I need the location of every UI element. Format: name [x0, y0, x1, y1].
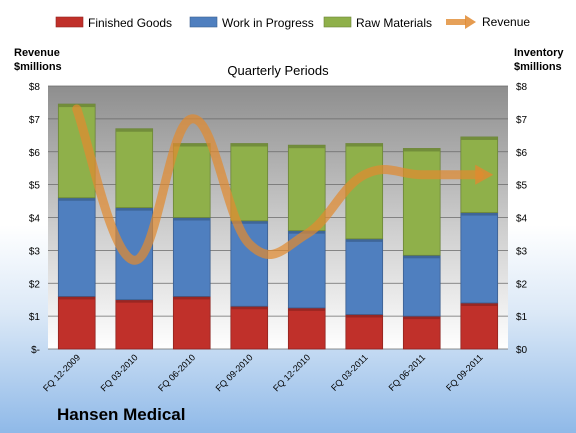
- bar-segment-top-edge: [403, 255, 441, 259]
- y-right-tick-label: $0: [516, 345, 528, 356]
- bar-segment: [287, 307, 326, 350]
- bar-segment-top-edge: [230, 306, 268, 310]
- bar-segment-top-edge: [230, 143, 268, 147]
- category-label: FQ 03-2011: [329, 352, 370, 393]
- bar-segment: [172, 295, 211, 350]
- y-left-tick-label: $6: [29, 148, 41, 159]
- bars: [57, 103, 499, 350]
- y-left-tick-label: $-: [31, 345, 40, 356]
- category-label: FQ 12-2010: [271, 352, 312, 393]
- chart-title: Quarterly Periods: [227, 63, 329, 78]
- y-right-tick-label: $4: [516, 214, 528, 225]
- bar-segment: [172, 143, 211, 218]
- y-right-tick-label: $7: [516, 115, 528, 126]
- bar-segment-top-edge: [403, 316, 441, 320]
- revenue-line-arrowhead: [475, 164, 494, 185]
- bar-segment: [115, 299, 154, 350]
- bar-segment-top-edge: [460, 212, 498, 216]
- bar-segment: [460, 212, 499, 304]
- bar-segment: [230, 305, 269, 350]
- category-label: FQ 03-2010: [99, 352, 140, 393]
- revenue-line: [72, 104, 484, 265]
- y-right-tick-label: $6: [516, 148, 528, 159]
- y-left-tick-label: $2: [29, 279, 41, 290]
- bar-segment: [57, 197, 96, 297]
- bar-segment: [172, 217, 211, 297]
- y-right-label-line1: Inventory: [514, 47, 564, 59]
- legend-swatch: [323, 16, 352, 28]
- bar-segment: [345, 143, 384, 240]
- legend-label: Finished Goods: [88, 16, 172, 30]
- category-label: FQ 09-2010: [214, 352, 255, 393]
- legend-swatch: [55, 16, 84, 28]
- bar-segment-top-edge: [58, 296, 96, 300]
- bar-segment: [345, 238, 384, 315]
- category-label: FQ 09-2011: [444, 352, 485, 393]
- bar-segment: [287, 144, 326, 232]
- bar-segment: [402, 254, 441, 317]
- bar-segment: [460, 302, 499, 350]
- y-left-tick-label: $1: [29, 312, 41, 323]
- bar-segment-top-edge: [345, 143, 383, 147]
- bar-segment: [402, 315, 441, 350]
- legend-label: Work in Progress: [222, 16, 314, 30]
- y-left-tick-label: $3: [29, 246, 41, 257]
- legend-line-arrowhead: [465, 15, 476, 29]
- bar-segment-top-edge: [230, 220, 268, 224]
- y-left-tick-label: $7: [29, 115, 41, 126]
- category-label: FQ 06-2010: [156, 352, 197, 393]
- bar-segment-top-edge: [345, 314, 383, 318]
- bar-segment-top-edge: [173, 296, 211, 300]
- y-right-tick-label: $5: [516, 181, 528, 192]
- y-right-tick-label: $2: [516, 279, 528, 290]
- bar-segment-top-edge: [115, 207, 153, 211]
- category-label: FQ 06-2011: [387, 352, 428, 393]
- revenue-line-group: [72, 104, 494, 265]
- bar-segment: [57, 295, 96, 350]
- bar-segment: [402, 148, 441, 256]
- bar-segment-top-edge: [173, 143, 211, 147]
- legend-swatch: [189, 16, 218, 28]
- bar-segment: [230, 143, 269, 222]
- bar-segment: [345, 314, 384, 350]
- bar-segment-top-edge: [345, 238, 383, 242]
- y-left-label-line2: $millions: [14, 61, 62, 73]
- bar-segment-top-edge: [58, 197, 96, 201]
- bar-segment-top-edge: [115, 128, 153, 132]
- legend-label: Revenue: [482, 15, 530, 29]
- legend: Finished Goods Work in Progress Raw Materi…: [55, 15, 530, 30]
- tick-labels: $- $1 $2 $3 $4 $5 $6 $7 $8 $0 $1 $2 $3 $4 $5 $6 $7 $8: [29, 82, 528, 356]
- category-label: FQ 12-2009: [41, 352, 82, 393]
- bar-segment-top-edge: [460, 136, 498, 140]
- bar-segment: [230, 220, 269, 307]
- bar-segment-top-edge: [288, 145, 326, 149]
- y-left-label-line1: Revenue: [14, 47, 60, 59]
- y-left-tick-label: $4: [29, 214, 41, 225]
- y-left-tick-label: $8: [29, 82, 41, 93]
- bar-segment-top-edge: [173, 217, 211, 221]
- bar-segment: [115, 128, 154, 209]
- legend-label: Raw Materials: [356, 16, 432, 30]
- bar-segment-top-edge: [403, 148, 441, 152]
- y-right-tick-label: $1: [516, 312, 528, 323]
- y-right-tick-label: $3: [516, 246, 528, 257]
- bar-segment-top-edge: [460, 302, 498, 306]
- y-right-tick-label: $8: [516, 82, 528, 93]
- y-left-tick-label: $5: [29, 181, 41, 192]
- brand-name: Hansen Medical: [57, 405, 186, 424]
- bar-segment-top-edge: [115, 299, 153, 303]
- y-right-label-line2: $millions: [514, 61, 562, 73]
- bar-segment-top-edge: [288, 307, 326, 311]
- category-labels: FQ 12-2009 FQ 03-2010 FQ 06-2010 FQ 09-2010…: [41, 352, 485, 393]
